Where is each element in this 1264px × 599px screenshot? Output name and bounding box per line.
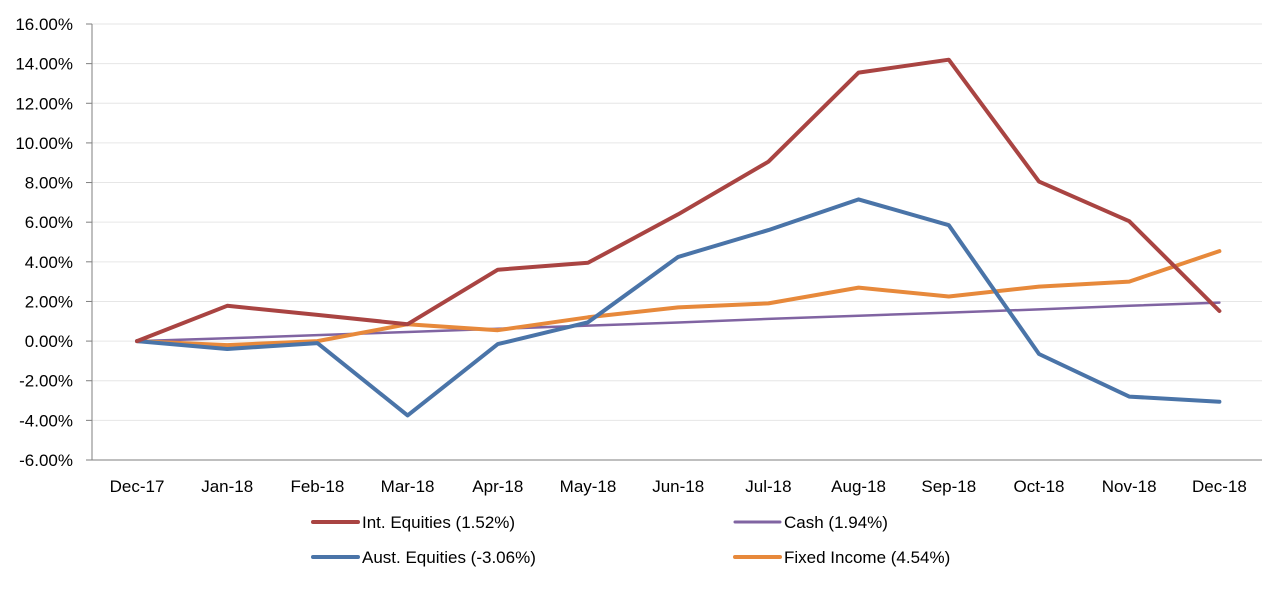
- x-tick-label: Dec-17: [110, 477, 165, 496]
- x-tick-label: Aug-18: [831, 477, 886, 496]
- y-tick-label: 4.00%: [25, 253, 73, 272]
- y-tick-label: 8.00%: [25, 174, 73, 193]
- y-tick-label: 14.00%: [15, 55, 73, 74]
- legend-item-cash: Cash (1.94%): [733, 513, 888, 532]
- x-tick-label: Jun-18: [652, 477, 704, 496]
- series-line-fixed-income: [135, 249, 1222, 348]
- legend-label: Int. Equities (1.52%): [362, 513, 515, 532]
- legend-label: Aust. Equities (-3.06%): [362, 548, 536, 567]
- legend: Int. Equities (1.52%) Cash (1.94%) Aust. E…: [311, 513, 950, 567]
- y-tick-label: 6.00%: [25, 213, 73, 232]
- series-line-int-equities: [135, 57, 1222, 344]
- x-tick-label: Nov-18: [1102, 477, 1157, 496]
- legend-item-int-equities: Int. Equities (1.52%): [311, 513, 515, 532]
- y-tick-label: -6.00%: [19, 451, 73, 470]
- y-axis-tick-labels: -6.00% -4.00% -2.00% 0.00% 2.00% 4.00% 6.00% 8.…: [15, 15, 73, 470]
- y-tick-label: 10.00%: [15, 134, 73, 153]
- x-tick-label: Dec-18: [1192, 477, 1247, 496]
- y-tick-label: 0.00%: [25, 332, 73, 351]
- legend-label: Cash (1.94%): [784, 513, 888, 532]
- x-tick-label: Jul-18: [745, 477, 791, 496]
- x-tick-label: May-18: [560, 477, 617, 496]
- series-line-cash: [135, 301, 1221, 343]
- legend-item-fixed-income: Fixed Income (4.54%): [733, 548, 950, 567]
- series-lines: [135, 57, 1222, 418]
- x-tick-label: Feb-18: [290, 477, 344, 496]
- gridlines: [92, 23, 1262, 461]
- series-line-aust-equities: [135, 197, 1222, 418]
- legend-item-aust-equities: Aust. Equities (-3.06%): [311, 548, 536, 567]
- x-tick-label: Oct-18: [1013, 477, 1064, 496]
- y-tick-label: 16.00%: [15, 15, 73, 34]
- y-tick-label: 12.00%: [15, 94, 73, 113]
- axes: [86, 23, 1262, 461]
- x-tick-label: Apr-18: [472, 477, 523, 496]
- x-axis-tick-labels: Dec-17 Jan-18 Feb-18 Mar-18 Apr-18 May-18 Jun-…: [110, 477, 1247, 496]
- y-tick-label: 2.00%: [25, 292, 73, 311]
- y-tick-label: -4.00%: [19, 411, 73, 430]
- legend-label: Fixed Income (4.54%): [784, 548, 950, 567]
- x-tick-label: Mar-18: [381, 477, 435, 496]
- y-tick-label: -2.00%: [19, 372, 73, 391]
- x-tick-label: Jan-18: [201, 477, 253, 496]
- x-tick-label: Sep-18: [921, 477, 976, 496]
